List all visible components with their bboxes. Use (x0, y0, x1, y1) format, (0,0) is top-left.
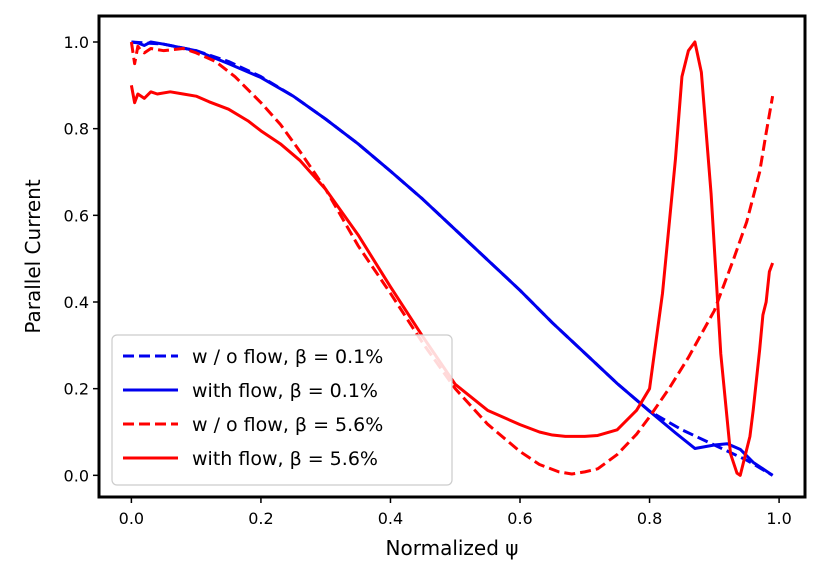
y-axis-ticks: 0.0 0.2 0.4 0.6 0.8 1.0 (64, 33, 99, 485)
legend-entry-label: with flow, β = 5.6% (192, 448, 378, 470)
series-line-2 (131, 40, 774, 477)
x-tick-label: 0.4 (378, 509, 403, 528)
legend-entry-label: w / o flow, β = 0.1% (192, 346, 383, 368)
legend-entry-label: w / o flow, β = 5.6% (192, 414, 383, 436)
legend: w / o flow, β = 0.1% with flow, β = 0.1% w… (111, 334, 453, 486)
y-tick-label: 0.4 (64, 293, 89, 312)
y-tick-label: 0.6 (64, 206, 89, 225)
y-tick-label: 0.8 (64, 120, 89, 139)
series-layer (129, 40, 775, 477)
x-tick-label: 1.0 (766, 509, 791, 528)
x-axis-label: Normalized ψ (386, 536, 519, 560)
y-tick-label: 1.0 (64, 33, 89, 52)
series-line-3 (129, 41, 775, 476)
x-tick-label: 0.0 (119, 509, 144, 528)
plot-frame (97, 14, 807, 499)
y-tick-label: 0.0 (64, 466, 89, 485)
legend-entry-label: with flow, β = 0.1% (192, 380, 378, 402)
x-tick-label: 0.6 (507, 509, 532, 528)
x-tick-label: 0.8 (637, 509, 662, 528)
y-tick-label: 0.2 (64, 380, 89, 399)
series-line-4 (129, 40, 775, 477)
legend-box (111, 334, 453, 486)
x-tick-label: 0.2 (248, 509, 273, 528)
y-axis-label: Parallel Current (21, 179, 45, 334)
x-axis-ticks: 0.0 0.2 0.4 0.6 0.8 1.0 (119, 497, 792, 528)
